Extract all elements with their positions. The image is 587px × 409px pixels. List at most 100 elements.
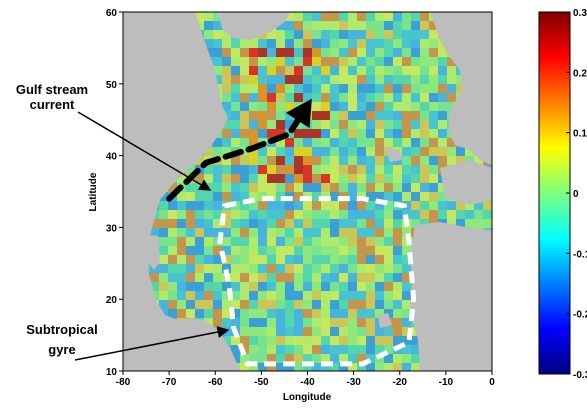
anomaly-cell xyxy=(303,246,312,255)
anomaly-cell xyxy=(429,183,438,192)
anomaly-cell xyxy=(258,291,267,300)
anomaly-cell xyxy=(357,354,366,363)
anomaly-cell xyxy=(393,66,402,75)
anomaly-cell xyxy=(420,219,429,228)
anomaly-cell xyxy=(312,183,321,192)
anomaly-cell xyxy=(357,300,366,309)
anomaly-cell xyxy=(312,75,321,84)
anomaly-cell xyxy=(375,156,384,165)
anomaly-cell xyxy=(357,237,366,246)
anomaly-cell xyxy=(366,75,375,84)
anomaly-cell xyxy=(321,201,330,210)
anomaly-cell xyxy=(231,309,240,318)
anomaly-cell xyxy=(267,111,276,120)
anomaly-cell xyxy=(339,12,348,21)
anomaly-cell xyxy=(429,48,438,57)
anomaly-cell xyxy=(402,336,411,345)
anomaly-cell xyxy=(393,336,402,345)
anomaly-cell xyxy=(267,336,276,345)
anomaly-cell xyxy=(411,57,420,66)
anomaly-cell xyxy=(438,120,447,129)
anomaly-cell xyxy=(204,246,213,255)
anomaly-cell xyxy=(294,228,303,237)
anomaly-cell xyxy=(312,66,321,75)
anomaly-cell xyxy=(186,282,195,291)
anomaly-cell xyxy=(258,345,267,354)
anomaly-cell xyxy=(411,345,420,354)
anomaly-cell xyxy=(348,21,357,30)
anomaly-cell xyxy=(465,201,474,210)
anomaly-cell xyxy=(366,336,375,345)
anomaly-cell xyxy=(285,30,294,39)
anomaly-cell xyxy=(249,120,258,129)
anomaly-cell xyxy=(411,147,420,156)
anomaly-cell xyxy=(393,174,402,183)
anomaly-cell xyxy=(429,102,438,111)
anomaly-cell xyxy=(204,21,213,30)
anomaly-cell xyxy=(366,291,375,300)
anomaly-cell xyxy=(330,156,339,165)
anomaly-cell xyxy=(267,327,276,336)
anomaly-cell xyxy=(402,354,411,363)
anomaly-cell xyxy=(411,138,420,147)
anomaly-cell xyxy=(276,201,285,210)
anomaly-cell xyxy=(294,210,303,219)
x-tick-label: -70 xyxy=(162,377,177,388)
anomaly-cell xyxy=(402,309,411,318)
anomaly-cell xyxy=(483,201,492,210)
anomaly-cell xyxy=(375,255,384,264)
anomaly-cell xyxy=(321,174,330,183)
anomaly-cell xyxy=(438,111,447,120)
anomaly-cell xyxy=(231,165,240,174)
anomaly-cell xyxy=(258,273,267,282)
anomaly-cell xyxy=(321,120,330,129)
anomaly-cell xyxy=(375,228,384,237)
anomaly-cell xyxy=(330,30,339,39)
anomaly-cell xyxy=(420,165,429,174)
anomaly-cell xyxy=(186,300,195,309)
anomaly-cell xyxy=(240,237,249,246)
anomaly-cell xyxy=(285,246,294,255)
anomaly-cell xyxy=(375,93,384,102)
anomaly-cell xyxy=(321,345,330,354)
anomaly-cell xyxy=(312,111,321,120)
anomaly-cell xyxy=(366,363,375,371)
y-tick-label: 50 xyxy=(106,80,118,91)
anomaly-cell xyxy=(285,228,294,237)
anomaly-cell xyxy=(231,282,240,291)
anomaly-cell xyxy=(285,174,294,183)
anomaly-cell xyxy=(447,93,456,102)
colorbar-tick-label: 0.3 xyxy=(573,8,587,19)
anomaly-cell xyxy=(258,183,267,192)
anomaly-cell xyxy=(285,165,294,174)
anomaly-cell xyxy=(303,30,312,39)
anomaly-cell xyxy=(294,282,303,291)
anomaly-cell xyxy=(285,201,294,210)
anomaly-cell xyxy=(357,309,366,318)
anomaly-cell xyxy=(177,291,186,300)
y-tick-label: 40 xyxy=(106,152,118,163)
anomaly-cell xyxy=(429,21,438,30)
anomaly-cell xyxy=(375,210,384,219)
anomaly-cell xyxy=(375,129,384,138)
anomaly-cell xyxy=(240,111,249,120)
anomaly-cell xyxy=(285,183,294,192)
anomaly-cell xyxy=(231,174,240,183)
anomaly-cell xyxy=(339,237,348,246)
anomaly-cell xyxy=(330,273,339,282)
anomaly-cell xyxy=(393,246,402,255)
anomaly-cell xyxy=(330,75,339,84)
anomaly-cell xyxy=(402,147,411,156)
anomaly-cell xyxy=(222,165,231,174)
anomaly-cell xyxy=(222,309,231,318)
anomaly-cell xyxy=(222,318,231,327)
anomaly-cell xyxy=(249,84,258,93)
anomaly-cell xyxy=(312,174,321,183)
anomaly-cell xyxy=(366,273,375,282)
anomaly-cell xyxy=(240,336,249,345)
anomaly-cell xyxy=(177,255,186,264)
anomaly-cell xyxy=(177,219,186,228)
anomaly-cell xyxy=(438,66,447,75)
anomaly-cell xyxy=(357,228,366,237)
anomaly-cell xyxy=(249,156,258,165)
